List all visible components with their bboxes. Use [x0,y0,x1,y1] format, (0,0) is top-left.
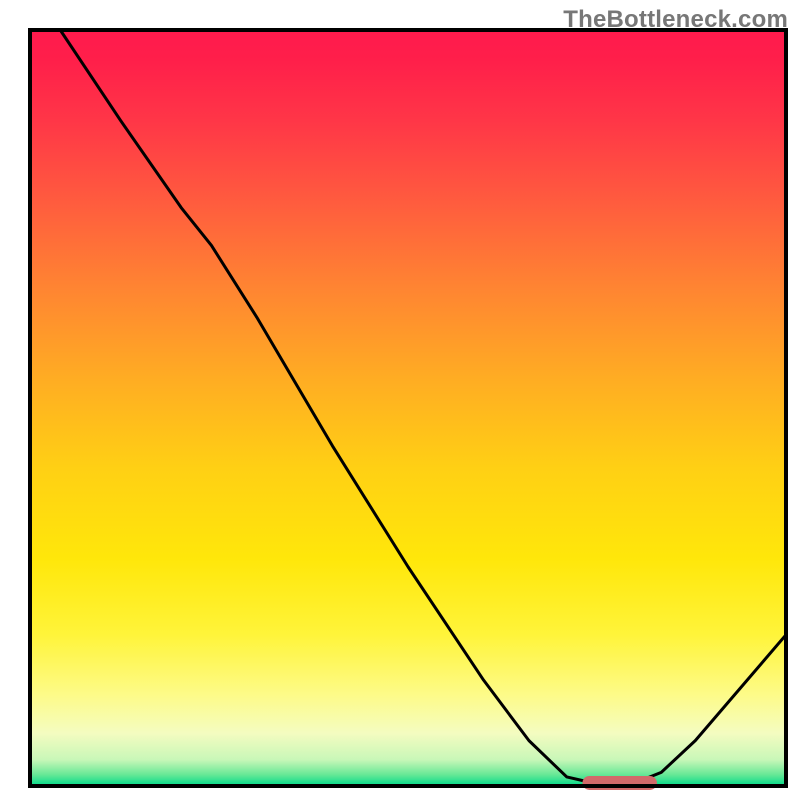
plot-background [30,30,786,786]
watermark-text: TheBottleneck.com [563,6,788,34]
plot-area [30,30,786,786]
bottleneck-chart [0,0,800,800]
chart-container: TheBottleneck.com [0,0,800,800]
